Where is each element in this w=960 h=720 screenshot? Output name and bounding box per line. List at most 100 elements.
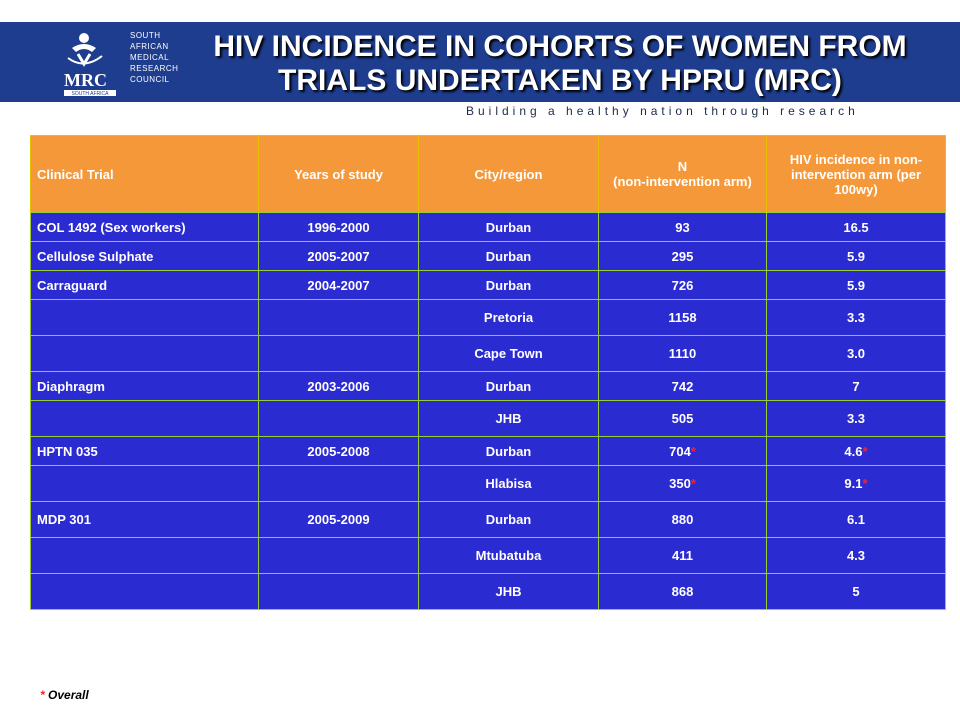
- cell-trial: [30, 465, 259, 502]
- cell-city: JHB: [418, 400, 599, 437]
- cell-n-value: 726: [671, 277, 694, 293]
- cell-n: 1158: [598, 299, 767, 336]
- table-row: Cellulose Sulphate 2005-2007 Durban 295 5.9: [30, 241, 946, 271]
- cell-incidence-value: 4.6: [844, 443, 863, 459]
- table-row: Mtubatuba 411 4.3: [30, 537, 946, 574]
- cell-incidence-value: 5.9: [846, 248, 866, 264]
- cell-trial: Diaphragm: [30, 371, 259, 401]
- cell-n: 350*: [598, 465, 767, 502]
- table-row: JHB 505 3.3: [30, 400, 946, 437]
- cell-city: Hlabisa: [418, 465, 599, 502]
- mrc-logo: MRC SOUTH AFRICA: [64, 33, 116, 97]
- cell-trial: [30, 400, 259, 437]
- column-header-trial: Clinical Trial: [30, 135, 259, 213]
- table-row: Pretoria 1158 3.3: [30, 299, 946, 336]
- cell-n-value: 742: [671, 378, 694, 394]
- cell-incidence: 4.6*: [766, 436, 946, 466]
- cell-incidence: 3.0: [766, 335, 946, 372]
- cell-years: 2005-2009: [258, 501, 419, 538]
- cell-city: Durban: [418, 501, 599, 538]
- cell-city: Durban: [418, 270, 599, 300]
- table-row: Cape Town 1110 3.0: [30, 335, 946, 372]
- cell-trial: Carraguard: [30, 270, 259, 300]
- logo-org-line: AFRICAN: [130, 42, 169, 51]
- cell-trial-value: Cellulose Sulphate: [37, 248, 154, 264]
- asterisk-marker: *: [690, 476, 696, 491]
- cell-incidence: 7: [766, 371, 946, 401]
- cell-city-value: Cape Town: [474, 346, 543, 361]
- table-row: COL 1492 (Sex workers) 1996-2000 Durban 93 1…: [30, 212, 946, 242]
- cell-trial: MDP 301: [30, 501, 259, 538]
- cell-n: 505: [598, 400, 767, 437]
- column-header-incidence: HIV incidence in non-intervention arm (p…: [766, 135, 946, 213]
- cell-incidence-value: 5: [852, 584, 860, 599]
- cell-city-value: Durban: [485, 443, 532, 459]
- cell-trial: HPTN 035: [30, 436, 259, 466]
- cell-n-value: 704: [669, 443, 691, 459]
- cell-n-value: 505: [671, 411, 694, 426]
- cell-years: [258, 465, 419, 502]
- header-banner: [0, 22, 960, 102]
- cell-city-value: Durban: [485, 248, 532, 264]
- cell-city: Cape Town: [418, 335, 599, 372]
- cell-n: 411: [598, 537, 767, 574]
- cell-city: Durban: [418, 241, 599, 271]
- cell-incidence: 4.3: [766, 537, 946, 574]
- cell-years: 2004-2007: [258, 270, 419, 300]
- title-line-2: TRIALS UNDERTAKEN BY HPRU (MRC): [278, 64, 842, 97]
- logo-country: SOUTH AFRICA: [72, 91, 110, 97]
- cell-incidence: 6.1: [766, 501, 946, 538]
- cell-city: JHB: [418, 573, 599, 610]
- cell-n: 704*: [598, 436, 767, 466]
- cell-incidence-value: 3.3: [846, 411, 866, 426]
- cell-incidence-value: 7: [852, 378, 860, 394]
- cell-incidence-value: 16.5: [843, 219, 869, 235]
- cell-years: 1996-2000: [258, 212, 419, 242]
- footnote-text: Overall: [44, 688, 89, 702]
- cell-incidence: 5.9: [766, 270, 946, 300]
- asterisk-marker: *: [862, 476, 868, 491]
- table-row: Hlabisa 350* 9.1*: [30, 465, 946, 502]
- cell-trial-value: COL 1492 (Sex workers): [37, 219, 186, 235]
- cell-city-value: Mtubatuba: [475, 548, 542, 563]
- cell-years-value: 2005-2007: [307, 248, 370, 264]
- cell-trial: [30, 335, 259, 372]
- cell-city: Durban: [418, 212, 599, 242]
- incidence-table: Clinical Trial Years of study City/regio…: [30, 135, 946, 610]
- logo-org-line: RESEARCH: [130, 64, 179, 73]
- cell-n-value: 350: [669, 476, 691, 491]
- cell-incidence-value: 5.9: [846, 277, 866, 293]
- cell-incidence-value: 3.3: [846, 310, 866, 325]
- logo-org-line: MEDICAL: [130, 53, 170, 62]
- cell-years: 2003-2006: [258, 371, 419, 401]
- cell-city: Pretoria: [418, 299, 599, 336]
- cell-city-value: Durban: [485, 512, 532, 527]
- cell-city: Durban: [418, 371, 599, 401]
- cell-years: [258, 299, 419, 336]
- cell-city-value: Durban: [485, 219, 532, 235]
- cell-city-value: Durban: [485, 277, 532, 293]
- table-row: JHB 868 5: [30, 573, 946, 610]
- cell-city: Durban: [418, 436, 599, 466]
- cell-city-value: Durban: [485, 378, 532, 394]
- cell-n-value: 880: [671, 512, 694, 527]
- table-row: MDP 301 2005-2009 Durban 880 6.1: [30, 501, 946, 538]
- cell-trial-value: Diaphragm: [37, 378, 105, 394]
- cell-years-value: 2003-2006: [307, 378, 370, 394]
- cell-n-value: 411: [672, 548, 693, 563]
- cell-years: [258, 573, 419, 610]
- cell-years: 2005-2008: [258, 436, 419, 466]
- cell-years-value: 2004-2007: [307, 277, 370, 293]
- table-header-row: Clinical Trial Years of study City/regio…: [30, 135, 946, 213]
- cell-n-value: 295: [671, 248, 694, 264]
- cell-years-value: 2005-2009: [307, 512, 370, 527]
- cell-n-value: 868: [671, 584, 694, 599]
- cell-incidence: 9.1*: [766, 465, 946, 502]
- tagline: Building a healthy nation through resear…: [466, 104, 859, 118]
- cell-n: 742: [598, 371, 767, 401]
- cell-trial: [30, 299, 259, 336]
- cell-years-value: 2005-2008: [307, 443, 370, 459]
- cell-trial-value: HPTN 035: [37, 443, 98, 459]
- logo-org-line: COUNCIL: [130, 75, 170, 84]
- cell-incidence: 16.5: [766, 212, 946, 242]
